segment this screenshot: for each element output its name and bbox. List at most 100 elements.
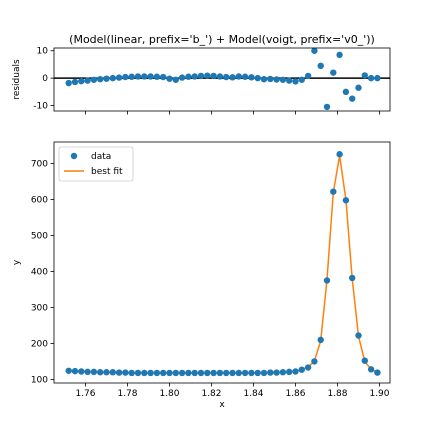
data-point [248, 369, 255, 377]
residual-point [128, 73, 135, 80]
residual-point [122, 73, 129, 81]
data-point [210, 369, 217, 377]
main-x-tick-label: 1.86 [285, 389, 305, 399]
main-x-tick-label: 1.88 [327, 389, 347, 399]
residual-point [166, 75, 173, 82]
residual-point [71, 78, 79, 86]
residual-point [279, 76, 287, 83]
main-x-tick-label: 1.82 [201, 389, 221, 399]
data-point [292, 368, 299, 375]
data-point [367, 366, 375, 373]
residual-point [191, 73, 198, 80]
main-x-tick-label: 1.90 [369, 389, 389, 399]
residuals-title: (Model(linear, prefix='b_') + Model(voig… [69, 33, 375, 46]
data-point [65, 367, 72, 374]
main-axes-frame [53, 141, 391, 384]
residual-point [115, 74, 123, 81]
residuals-ticks: 10 0 -10 [33, 47, 380, 115]
data-point [109, 369, 117, 376]
data-point [160, 369, 167, 377]
residual-point [317, 62, 324, 70]
main-y-tick-label: 100 [31, 375, 48, 385]
residual-point [84, 77, 91, 84]
data-point [235, 369, 242, 377]
residual-point [235, 73, 242, 80]
main-x-tick-label: 1.80 [159, 389, 179, 399]
residual-point [229, 74, 236, 81]
residual-point [103, 75, 110, 82]
residual-point [197, 72, 205, 80]
data-point [355, 332, 362, 339]
residual-point [355, 84, 362, 91]
data-point [166, 369, 173, 377]
main-y-tick-label: 500 [31, 232, 48, 242]
residual-point [304, 72, 312, 80]
residual-point [361, 72, 368, 79]
residual-point [323, 103, 331, 111]
residual-point [298, 76, 305, 83]
data-point [141, 369, 148, 377]
data-point [191, 369, 198, 377]
residuals-y-tick-label: -10 [33, 102, 48, 112]
data-point [103, 369, 110, 376]
residual-point [330, 69, 337, 76]
main-ticks: 100 200 300 400 500 600 700 1.76 1.78 1.80 1.82 1.8… [31, 160, 390, 399]
data-point [286, 368, 293, 376]
main-y-tick-label: 300 [31, 303, 48, 313]
data-point [115, 369, 123, 376]
residual-point [248, 74, 255, 81]
residuals-panel: (Model(linear, prefix='b_') + Model(voig… [12, 33, 391, 115]
residual-point [292, 78, 299, 85]
residual-point [223, 73, 230, 81]
residual-point [286, 77, 293, 84]
data-point [241, 369, 249, 377]
data-point [317, 336, 324, 344]
residual-point [349, 95, 356, 102]
residuals-points [65, 47, 381, 111]
residuals-y-axis-label: residuals [12, 59, 22, 100]
data-points [65, 151, 381, 377]
legend-box [58, 146, 134, 182]
residual-point [172, 76, 179, 83]
data-point [84, 368, 91, 376]
residual-point [153, 73, 161, 80]
data-point [134, 369, 142, 377]
residuals-axes-frame [53, 47, 391, 112]
data-point [229, 369, 236, 377]
data-point [185, 369, 192, 377]
residual-point [374, 74, 381, 82]
residuals-y-tick-label: 10 [37, 47, 49, 57]
residual-point [216, 73, 224, 80]
data-point [298, 366, 305, 373]
data-point [311, 358, 318, 365]
residual-point [254, 74, 261, 82]
data-point [330, 188, 337, 195]
main-y-tick-label: 400 [31, 267, 48, 277]
residual-point [210, 72, 217, 80]
data-point [223, 369, 230, 377]
data-point [260, 369, 268, 377]
legend-label-fit: best fit [91, 167, 123, 177]
residual-point [260, 76, 268, 83]
main-y-tick-label: 700 [31, 160, 48, 170]
main-panel: x y 100 200 300 400 500 600 700 1.76 1.78 1.80 1.8… [12, 141, 391, 410]
data-point [279, 369, 287, 376]
legend: data best fit [58, 146, 134, 182]
residual-point [241, 73, 249, 80]
data-point [304, 364, 312, 371]
data-point [172, 369, 179, 377]
data-point [336, 151, 343, 158]
data-point [273, 369, 280, 376]
data-point [349, 274, 356, 282]
data-point [147, 369, 154, 377]
main-x-tick-label: 1.84 [243, 389, 263, 399]
residual-point [311, 47, 318, 54]
data-point [78, 368, 85, 375]
data-point [361, 357, 368, 364]
data-point [90, 368, 98, 376]
residual-point [178, 74, 186, 81]
data-point [128, 369, 135, 377]
data-point [204, 369, 211, 377]
legend-data-marker [70, 152, 78, 160]
